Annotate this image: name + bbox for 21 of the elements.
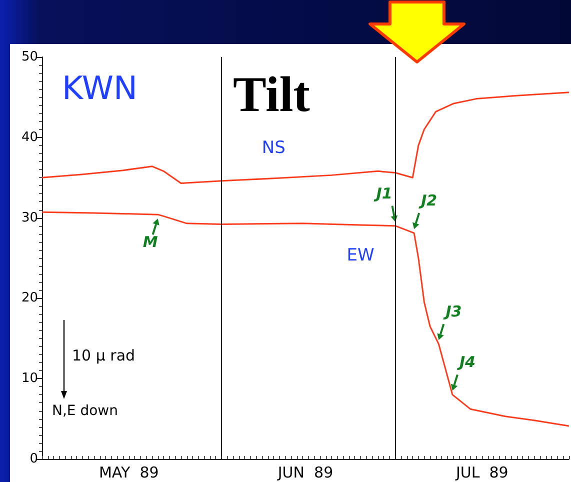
y-tick-label: 50 (21, 50, 38, 64)
series-label: NS (262, 138, 286, 158)
y-tick-label: 20 (21, 290, 38, 306)
x-tick-label: JUN 89 (276, 464, 334, 482)
x-tick-label: JUL 89 (454, 464, 508, 482)
line-series (41, 211, 570, 427)
annotation: M (142, 233, 158, 252)
y-tick-label: 0 (30, 452, 38, 466)
annotation: J3 (442, 302, 462, 321)
y-tick-label: 40 (21, 130, 38, 145)
x-tick-label: MAY 89 (98, 464, 159, 482)
annotation: J1 (373, 184, 392, 202)
chart-title: Tilt (233, 66, 310, 122)
series-label: EW (346, 246, 374, 266)
y-tick-label: 30 (21, 210, 38, 226)
annotation: 10 μ rad (72, 346, 136, 364)
annotation: J2 (418, 192, 438, 210)
y-tick-label: 10 (21, 371, 38, 386)
annotation: J4 (456, 353, 476, 372)
annotation: N,E down (52, 403, 118, 419)
annotation: KWN (62, 69, 138, 107)
